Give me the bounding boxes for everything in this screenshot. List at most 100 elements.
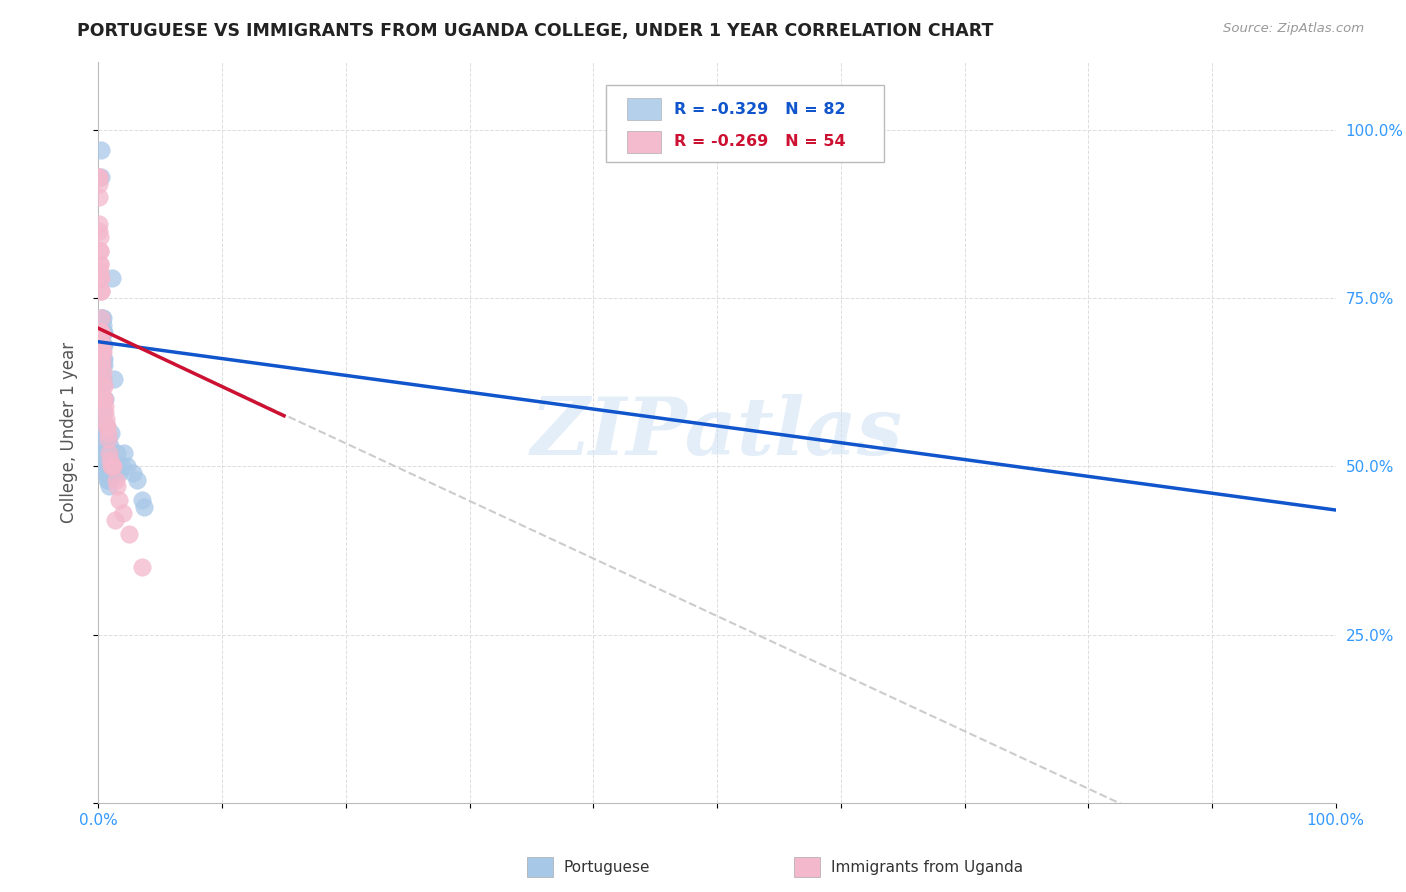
Point <box>90 169 112 184</box>
Point <box>91 344 114 359</box>
Point <box>89 257 111 271</box>
Point <box>91 365 114 379</box>
Point <box>93 392 115 406</box>
Point <box>97 473 120 487</box>
Point <box>112 446 135 460</box>
Point <box>96 473 118 487</box>
Point <box>89 169 111 184</box>
Point <box>90 359 112 373</box>
Point <box>89 230 111 244</box>
Text: Portuguese: Portuguese <box>564 860 651 874</box>
Point <box>98 446 121 460</box>
Point <box>93 325 115 339</box>
Point <box>115 459 138 474</box>
Point <box>100 459 122 474</box>
Text: Source: ZipAtlas.com: Source: ZipAtlas.com <box>1223 22 1364 36</box>
Point <box>134 500 156 514</box>
Point <box>91 318 114 332</box>
Point <box>90 359 112 373</box>
Point <box>96 418 118 433</box>
Point <box>94 418 117 433</box>
Point <box>90 338 112 352</box>
Point <box>131 560 153 574</box>
Point <box>89 224 111 238</box>
Point <box>90 344 112 359</box>
Point <box>111 459 134 474</box>
Point <box>90 351 112 366</box>
Point <box>96 466 118 480</box>
Point <box>94 439 117 453</box>
Point <box>98 479 121 493</box>
Point <box>94 446 117 460</box>
Point <box>103 513 125 527</box>
Point <box>93 392 115 406</box>
Point <box>90 344 112 359</box>
Y-axis label: College, Under 1 year: College, Under 1 year <box>59 342 77 524</box>
Point <box>90 311 112 326</box>
Point <box>94 459 117 474</box>
Point <box>89 311 111 326</box>
Point <box>89 244 111 258</box>
Point <box>94 418 117 433</box>
Point <box>91 351 114 366</box>
Point <box>91 392 114 406</box>
Point <box>94 446 117 460</box>
Text: R = -0.329   N = 82: R = -0.329 N = 82 <box>673 102 845 117</box>
Point <box>91 405 114 419</box>
Point <box>104 473 127 487</box>
Point <box>108 466 131 480</box>
Point <box>89 285 111 299</box>
Point <box>94 412 117 426</box>
Point <box>90 344 112 359</box>
Point <box>90 285 112 299</box>
Point <box>91 359 114 373</box>
Point <box>112 507 135 521</box>
Point <box>97 433 120 447</box>
Point <box>89 217 111 231</box>
Point <box>90 270 112 285</box>
Point <box>91 378 114 392</box>
Point <box>90 325 112 339</box>
Point <box>93 392 115 406</box>
Point <box>101 459 124 474</box>
Point <box>91 344 114 359</box>
Point <box>93 372 115 386</box>
Point <box>90 392 112 406</box>
Point <box>93 338 115 352</box>
Point <box>94 446 117 460</box>
Point <box>96 466 118 480</box>
Point <box>90 359 112 373</box>
Point <box>90 331 112 345</box>
Point <box>90 325 112 339</box>
Point <box>101 270 124 285</box>
Point <box>90 378 112 392</box>
Point <box>93 425 115 440</box>
Point <box>97 446 120 460</box>
Point <box>89 257 111 271</box>
Point <box>94 425 117 440</box>
Text: PORTUGUESE VS IMMIGRANTS FROM UGANDA COLLEGE, UNDER 1 YEAR CORRELATION CHART: PORTUGUESE VS IMMIGRANTS FROM UGANDA COL… <box>77 22 994 40</box>
Point <box>100 425 122 440</box>
Point <box>89 270 111 285</box>
Point <box>93 439 115 453</box>
Point <box>90 338 112 352</box>
Point <box>96 459 118 474</box>
Point <box>97 446 120 460</box>
Point <box>103 466 125 480</box>
Point <box>97 452 120 467</box>
Point <box>91 311 114 326</box>
Point <box>96 446 118 460</box>
Point <box>93 325 115 339</box>
Point <box>96 459 118 474</box>
Point <box>96 452 118 467</box>
Point <box>93 392 115 406</box>
Point <box>107 459 129 474</box>
Point <box>90 143 112 157</box>
Point <box>91 344 114 359</box>
Point <box>118 526 141 541</box>
Point <box>97 433 120 447</box>
Text: R = -0.269   N = 54: R = -0.269 N = 54 <box>673 134 845 149</box>
Point <box>93 392 115 406</box>
Text: ZIPatlas: ZIPatlas <box>531 394 903 471</box>
Bar <box>627 98 661 120</box>
